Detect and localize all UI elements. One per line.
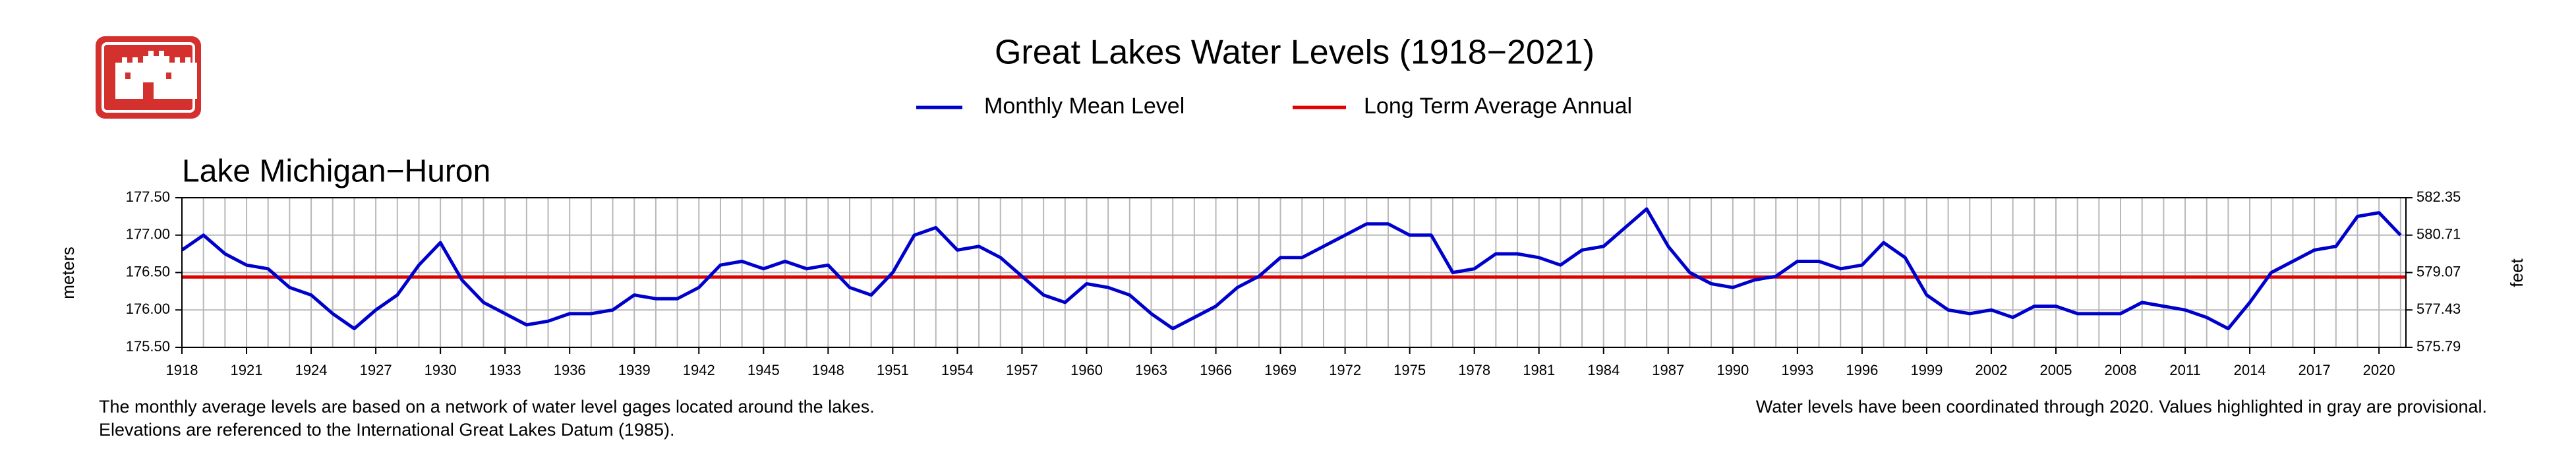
y-tick-label: 175.50 [126,338,170,355]
y2-tick-label: 575.79 [2416,338,2461,355]
x-tick-label: 1963 [1135,362,1167,378]
x-tick-label: 1933 [489,362,521,378]
x-tick-label: 1936 [554,362,586,378]
chart-title: Great Lakes Water Levels (1918−2021) [995,34,1595,72]
x-tick-label: 1972 [1329,362,1361,378]
note: Water levels have been coordinated throu… [1756,397,2487,417]
x-tick-label: 1975 [1393,362,1426,378]
y2-tick-label: 582.35 [2416,188,2461,205]
y-tick-label: 176.50 [126,263,170,279]
x-tick-label: 1999 [1910,362,1943,378]
x-tick-label: 1939 [618,362,651,378]
x-tick-label: 2011 [2169,362,2200,378]
plot-frame [181,197,2407,348]
y2-tick-label: 580.71 [2416,226,2461,243]
x-tick-label: 1918 [166,362,198,378]
x-tick-label: 1951 [877,362,909,378]
x-tick-label: 1987 [1652,362,1684,378]
subtitle: Lake Michigan−Huron [182,154,490,189]
legend-label: Monthly Mean Level [984,94,1185,119]
x-tick-label: 1957 [1006,362,1038,378]
x-tick-label: 1924 [295,362,328,378]
x-tick-label: 2017 [2298,362,2331,378]
x-tick-label: 1927 [360,362,392,378]
x-tick-label: 1921 [231,362,263,378]
x-tick-label: 1942 [683,362,715,378]
x-tick-label: 2008 [2105,362,2137,378]
x-tick-label: 1981 [1523,362,1555,378]
x-tick-label: 1960 [1070,362,1103,378]
y-tick-label: 176.00 [126,301,170,317]
y-tick-label: 177.00 [126,226,170,243]
y2-tick-label: 579.07 [2416,263,2461,279]
y2-tick-label: 577.43 [2416,301,2461,317]
x-tick-label: 1996 [1846,362,1878,378]
x-tick-label: 1948 [812,362,844,378]
x-tick-label: 1954 [941,362,974,378]
x-tick-label: 1993 [1781,362,1813,378]
note: Elevations are referenced to the Interna… [99,420,675,440]
y-tick-label: 177.50 [126,188,170,205]
x-tick-label: 1966 [1200,362,1232,378]
x-tick-label: 1930 [424,362,457,378]
note: The monthly average levels are based on … [99,397,875,417]
legend-label: Long Term Average Annual [1364,94,1632,119]
y-axis-label: meters [58,246,78,299]
x-tick-label: 1990 [1716,362,1749,378]
x-tick-label: 2005 [2040,362,2072,378]
y2-axis-label: feet [2507,258,2527,287]
x-tick-label: 2020 [2363,362,2395,378]
x-tick-label: 1978 [1458,362,1490,378]
x-tick-label: 2014 [2234,362,2266,378]
x-tick-label: 2002 [1975,362,2007,378]
x-tick-label: 1969 [1264,362,1297,378]
logo [96,36,201,119]
x-tick-label: 1945 [747,362,780,378]
data-line [181,207,2402,331]
x-tick-label: 1984 [1587,362,1620,378]
